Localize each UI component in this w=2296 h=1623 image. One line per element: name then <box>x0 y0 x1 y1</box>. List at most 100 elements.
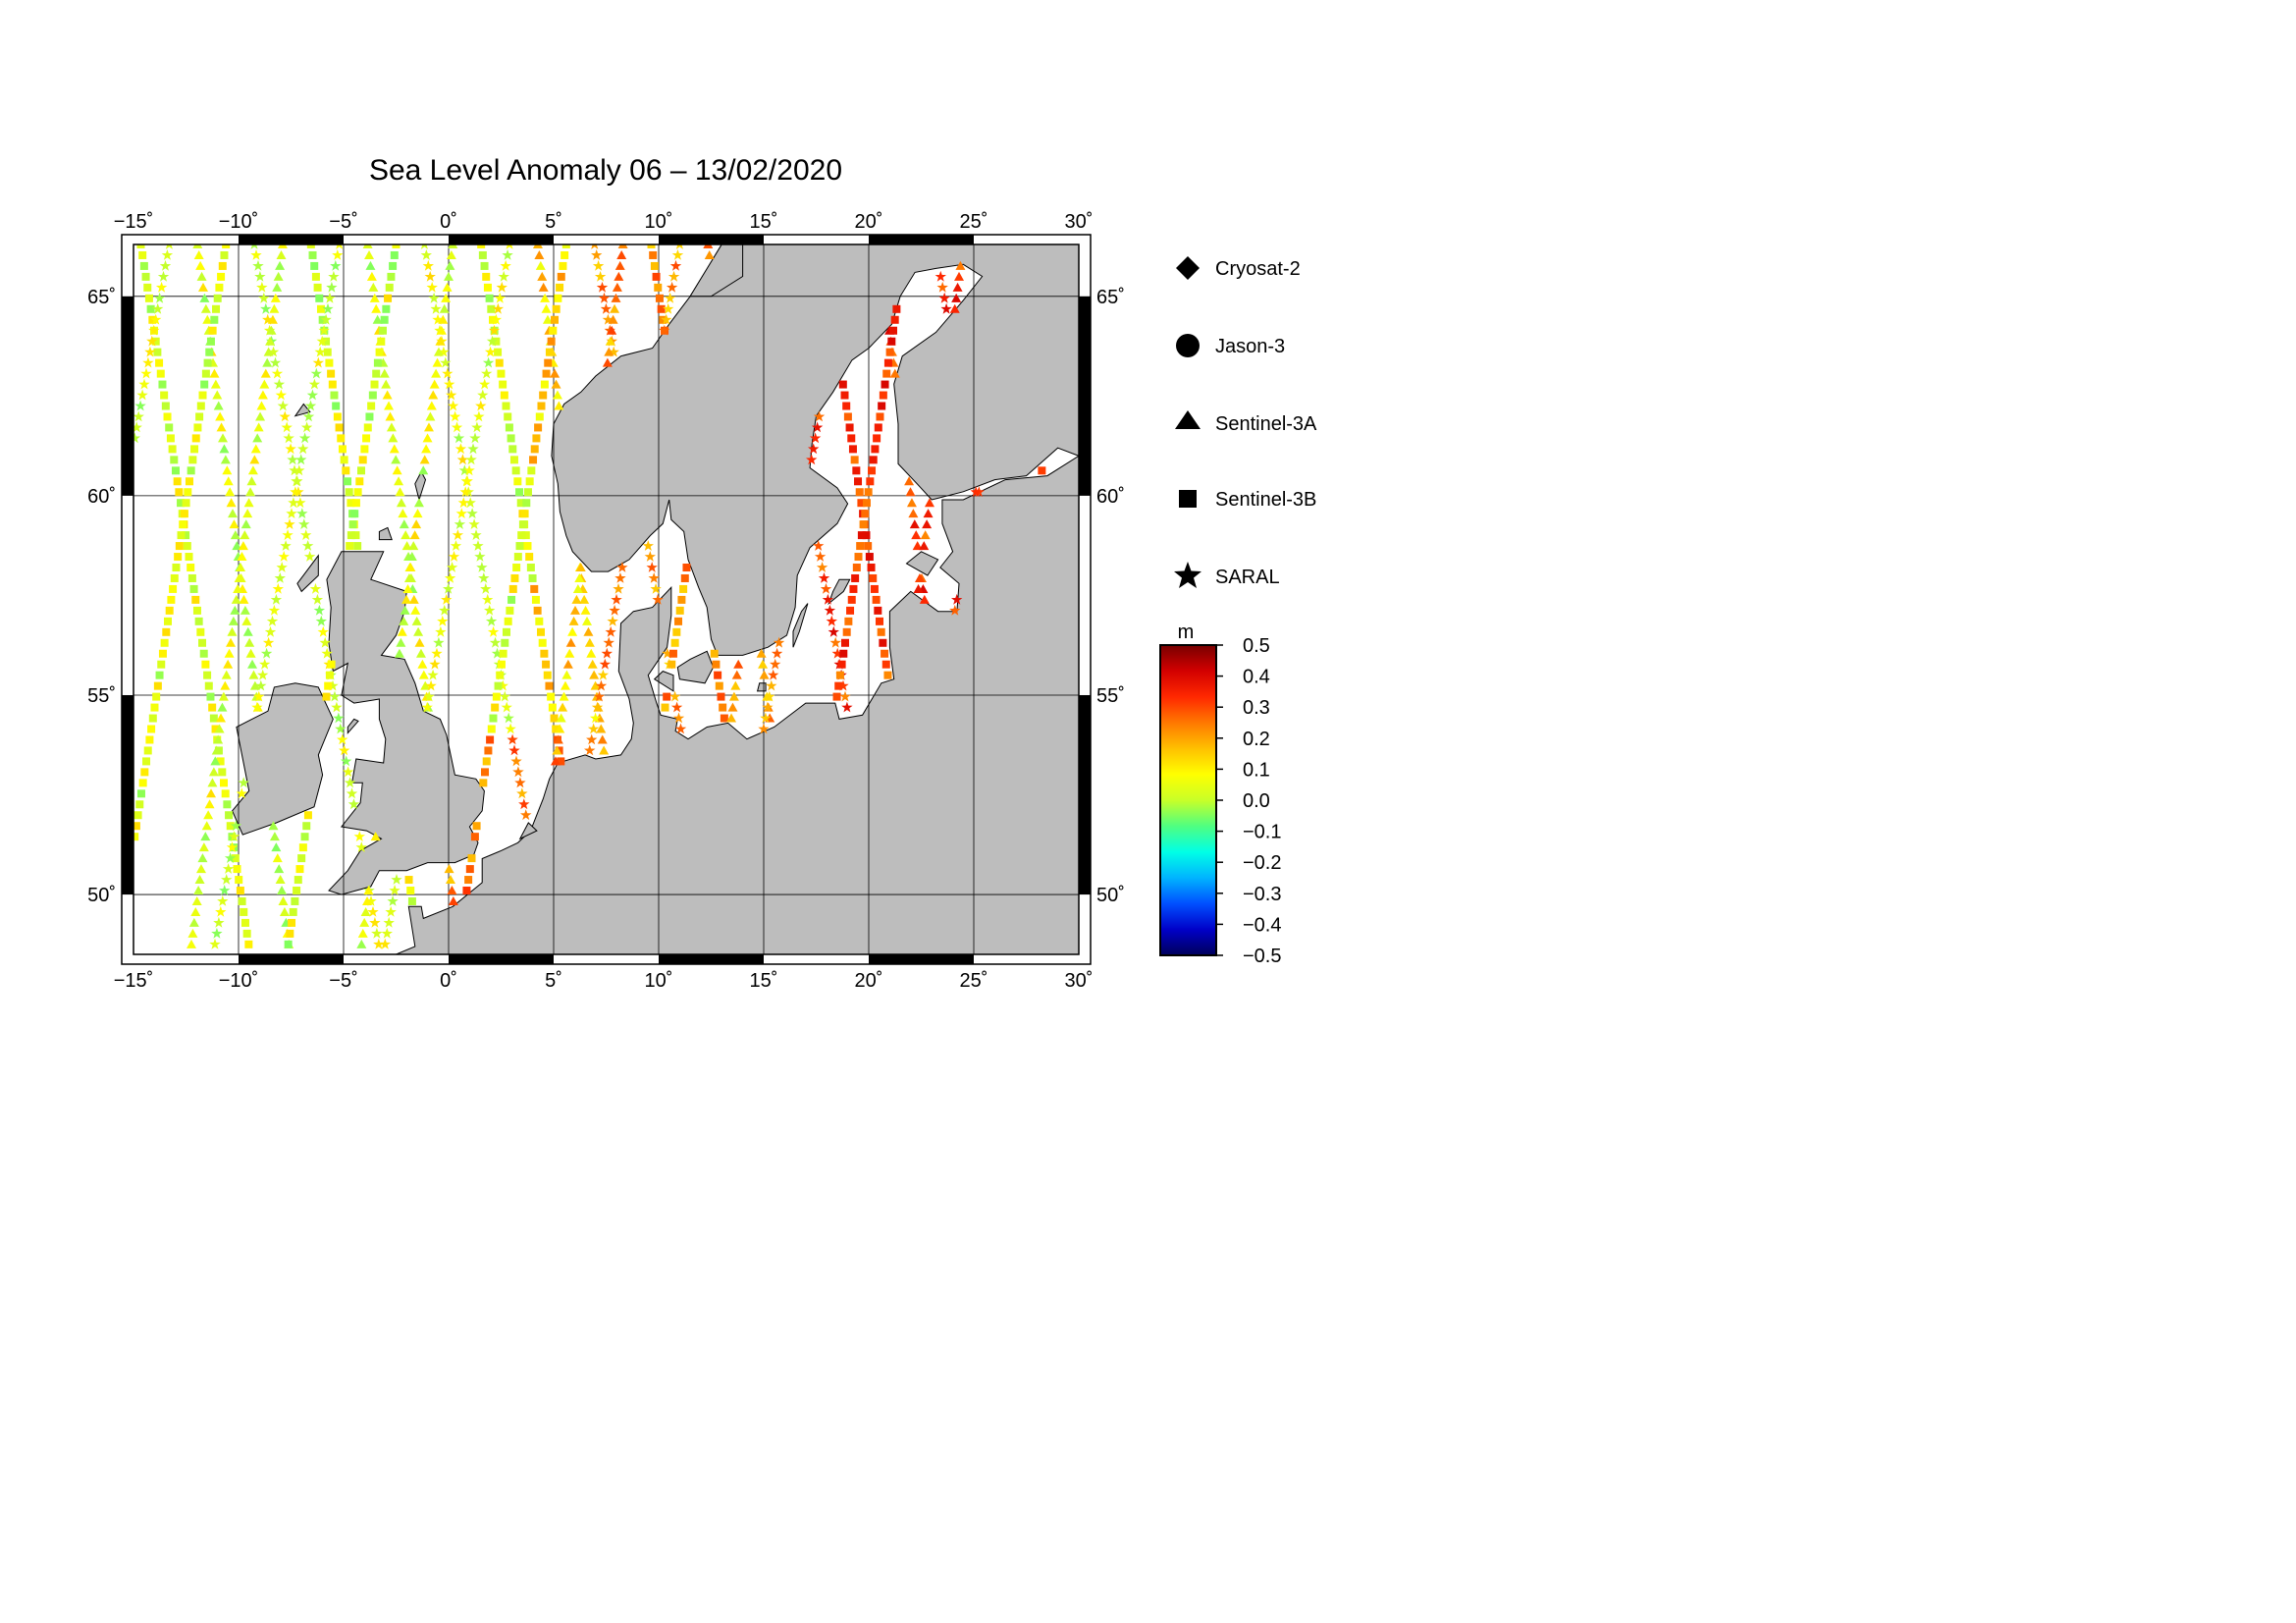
saral-marker <box>264 625 277 637</box>
sentinel-3b-marker <box>535 617 544 625</box>
saral-marker <box>215 905 227 917</box>
sentinel-3b-marker <box>242 929 251 938</box>
saral-marker <box>324 292 336 303</box>
sentinel-3b-marker <box>496 671 505 679</box>
sentinel-3b-marker <box>303 811 312 820</box>
colorbar-tick-label: −0.5 <box>1243 946 1281 967</box>
satellite-legend: Cryosat-2 Jason-3 Sentinel-3A Sentinel-3… <box>1174 256 1317 588</box>
saral-marker <box>674 723 687 734</box>
saral-marker <box>644 551 656 562</box>
sentinel-3b-marker <box>208 326 217 335</box>
saral-marker <box>502 249 513 260</box>
sentinel-3b-marker <box>392 244 400 248</box>
sentinel-3a-marker <box>551 379 561 389</box>
sentinel-3b-marker <box>211 725 220 733</box>
saral-marker <box>326 281 338 293</box>
sentinel-3b-marker <box>148 714 157 723</box>
sentinel-3a-marker <box>256 401 267 410</box>
saral-marker <box>762 701 774 713</box>
sentinel-3b-marker <box>507 434 515 443</box>
frame-bar <box>239 235 344 244</box>
saral-marker <box>642 540 654 551</box>
sentinel-3a-marker <box>268 821 279 831</box>
saral-marker <box>446 389 457 401</box>
sentinel-3b-marker <box>233 865 241 874</box>
sentinel-3b-marker <box>530 445 539 454</box>
sentinel-3a-marker <box>186 939 196 948</box>
sentinel-3b-marker <box>175 542 184 551</box>
sentinel-3b-marker <box>147 725 156 733</box>
saral-marker <box>837 679 849 691</box>
sentinel-3b-marker <box>322 337 331 346</box>
sentinel-3b-marker <box>215 283 224 292</box>
saral-marker <box>662 647 673 659</box>
sentinel-3a-marker <box>414 637 425 647</box>
sentinel-3b-marker <box>869 573 878 582</box>
sentinel-3b-marker <box>667 660 676 669</box>
sentinel-3a-marker <box>213 734 224 744</box>
lon-tick-label-bottom: −10˚ <box>219 970 259 992</box>
sentinel-3b-marker <box>140 768 149 777</box>
sentinel-3b-marker <box>871 445 880 454</box>
saral-marker <box>466 508 478 518</box>
saral-marker <box>221 874 233 885</box>
sentinel-3b-marker <box>489 714 498 723</box>
sentinel-3a-marker <box>580 605 591 615</box>
sentinel-3a-marker <box>605 336 615 346</box>
sentinel-3b-marker <box>177 531 186 540</box>
sentinel-3b-marker <box>177 499 186 508</box>
sentinel-3a-marker <box>951 293 962 302</box>
sentinel-3a-marker <box>904 476 915 486</box>
sentinel-3a-marker <box>224 648 235 658</box>
sentinel-3b-marker <box>545 348 554 356</box>
sentinel-3b-marker <box>155 671 164 679</box>
sentinel-3a-marker <box>426 401 437 410</box>
saral-marker <box>607 615 618 626</box>
sentinel-3b-marker <box>502 627 510 636</box>
sentinel-3a-marker <box>388 433 399 443</box>
sentinel-3a-marker <box>554 401 564 410</box>
sentinel-3a-marker <box>230 530 240 540</box>
sentinel-3a-marker <box>278 895 289 905</box>
saral-marker <box>652 593 664 605</box>
legend-label: Cryosat-2 <box>1215 258 1301 280</box>
sentinel-3a-marker <box>228 509 239 518</box>
sentinel-3b-marker <box>362 434 371 443</box>
sentinel-3a-marker <box>574 572 585 582</box>
sentinel-3b-marker <box>195 412 204 421</box>
saral-marker <box>597 669 610 680</box>
sentinel-3b-marker <box>869 456 878 464</box>
land-layer <box>232 244 1079 954</box>
sentinel-3b-marker <box>153 348 162 356</box>
sentinel-3a-marker <box>277 244 288 248</box>
sentinel-3a-marker <box>919 594 930 604</box>
sentinel-3b-marker <box>846 606 855 615</box>
saral-marker <box>252 259 264 271</box>
saral-marker <box>601 647 613 659</box>
sentinel-3a-marker <box>210 379 221 389</box>
sentinel-3a-marker <box>568 616 579 625</box>
sentinel-3b-marker <box>859 520 868 529</box>
sentinel-3a-marker <box>726 713 737 723</box>
sentinel-3b-marker <box>220 250 229 259</box>
colorbar-tick-label: 0.4 <box>1243 667 1270 688</box>
sentinel-3a-marker <box>382 390 393 400</box>
sentinel-3a-marker <box>535 260 546 270</box>
sentinel-3b-marker <box>294 876 302 885</box>
sentinel-3b-marker <box>380 315 389 324</box>
sentinel-3a-marker <box>403 572 414 582</box>
sentinel-3b-marker <box>208 703 217 712</box>
frame-bar <box>1079 296 1091 496</box>
sentinel-3b-marker <box>513 477 522 486</box>
lat-tick-label-left: 60˚ <box>87 486 116 508</box>
sentinel-3b-marker <box>647 244 656 248</box>
saral-marker <box>826 615 837 626</box>
sentinel-3a-marker <box>379 368 390 378</box>
saral-marker <box>331 701 343 713</box>
saral-marker <box>829 636 841 648</box>
sentinel-3b-marker <box>521 531 530 540</box>
sentinel-3b-marker <box>370 380 379 389</box>
sentinel-3b-marker <box>217 272 226 281</box>
sentinel-3a-marker <box>537 271 548 281</box>
saral-marker <box>155 281 168 293</box>
